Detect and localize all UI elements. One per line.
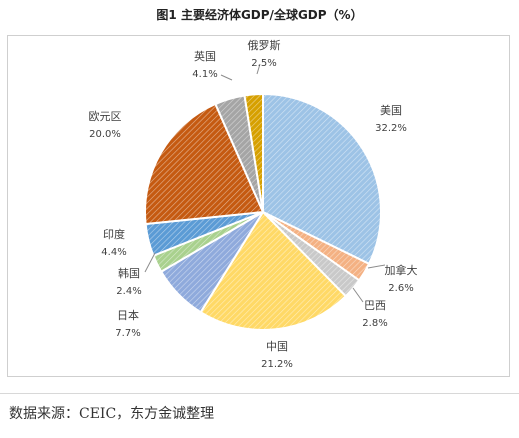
source-note: 数据来源：CEIC，东方金诚整理 — [9, 406, 215, 422]
slice-name-label-9: 英国 — [194, 49, 216, 63]
pie-slice-1 — [262, 92, 383, 266]
pie-slices — [144, 92, 383, 331]
pie-slice-10 — [243, 92, 264, 213]
slice-value-label-2: 2.6% — [388, 283, 413, 294]
slice-value-label-5: 7.7% — [115, 328, 140, 339]
slice-name-label-3: 巴西 — [364, 299, 386, 312]
slice-name-label-5: 日本 — [117, 308, 139, 322]
slice-name-label-1: 美国 — [380, 104, 402, 117]
slice-value-label-8: 20.0% — [89, 129, 121, 140]
leader-line-6 — [144, 252, 156, 273]
leader-line-10 — [256, 63, 261, 75]
slice-value-label-3: 2.8% — [362, 318, 387, 329]
leader-line-2 — [367, 264, 386, 269]
slice-value-label-7: 4.4% — [101, 247, 126, 258]
pie-slice-4 — [199, 210, 348, 331]
slice-value-label-4: 21.2% — [261, 359, 293, 370]
slice-name-label-4: 中国 — [266, 340, 288, 353]
slice-name-label-2: 加拿大 — [385, 263, 418, 277]
slice-value-label-1: 32.2% — [375, 123, 407, 134]
chart-frame: 美国 32.2% 加拿大 2.6% 巴西 2.8% 中国 21.2% 日本 7.7% 韩国 2.4% 印… — [7, 35, 510, 377]
slice-name-label-7: 印度 — [103, 227, 125, 241]
leader-line-3 — [352, 287, 364, 303]
chart-title: 图1 主要经济体GDP/全球GDP（%） — [156, 8, 363, 22]
slice-name-label-8: 欧元区 — [89, 110, 122, 123]
pie-slice-8 — [144, 102, 265, 226]
slice-value-label-9: 4.1% — [192, 69, 217, 80]
divider — [0, 393, 519, 394]
slice-name-label-10: 俄罗斯 — [248, 39, 281, 52]
leader-lines — [144, 63, 386, 303]
pie-chart: 美国 32.2% 加拿大 2.6%巴西 2.8% 中国 21.2% 日本 7.7% 韩国 2.4% 印… — [89, 39, 418, 370]
slice-name-label-6: 韩国 — [118, 266, 140, 280]
slice-value-label-6: 2.4% — [116, 286, 141, 297]
leader-line-9 — [220, 74, 233, 81]
slice-labels: 美国 32.2% 加拿大 2.6%巴西 2.8% 中国 21.2% 日本 7.7% 韩国 2.4% 印… — [89, 39, 418, 370]
slice-value-label-10: 2.5% — [251, 58, 276, 69]
